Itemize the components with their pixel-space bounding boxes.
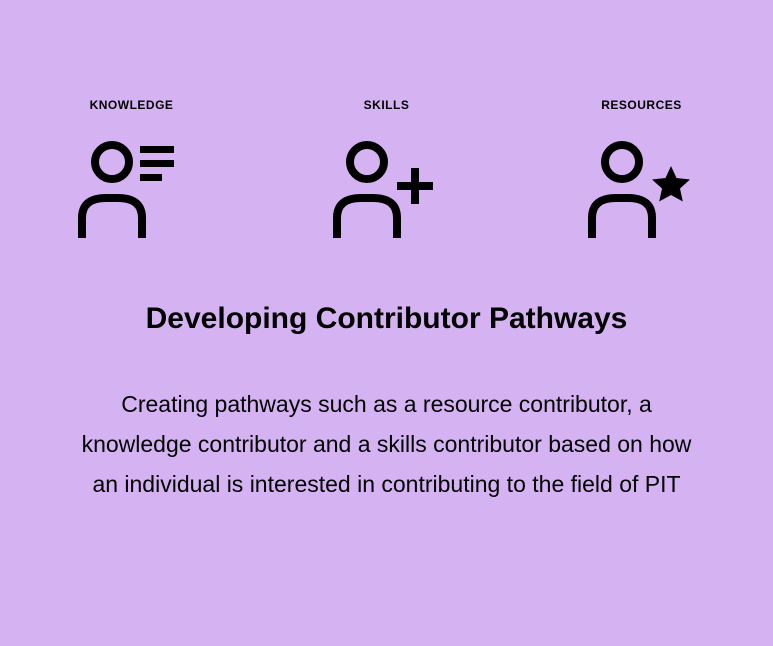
infographic-description: Creating pathways such as a resource con… — [67, 384, 707, 504]
pathway-resources: RESOURCES — [582, 98, 702, 240]
pathway-label: RESOURCES — [601, 98, 682, 112]
icons-row: KNOWLEDGE SKILLS — [72, 98, 702, 240]
person-star-icon — [582, 140, 702, 240]
infographic-title: Developing Contributor Pathways — [146, 302, 628, 336]
person-lines-icon — [72, 140, 192, 240]
pathway-label: KNOWLEDGE — [90, 98, 174, 112]
infographic-container: KNOWLEDGE SKILLS — [0, 0, 773, 504]
person-plus-icon — [327, 140, 447, 240]
pathway-knowledge: KNOWLEDGE — [72, 98, 192, 240]
pathway-label: SKILLS — [364, 98, 410, 112]
pathway-skills: SKILLS — [327, 98, 447, 240]
